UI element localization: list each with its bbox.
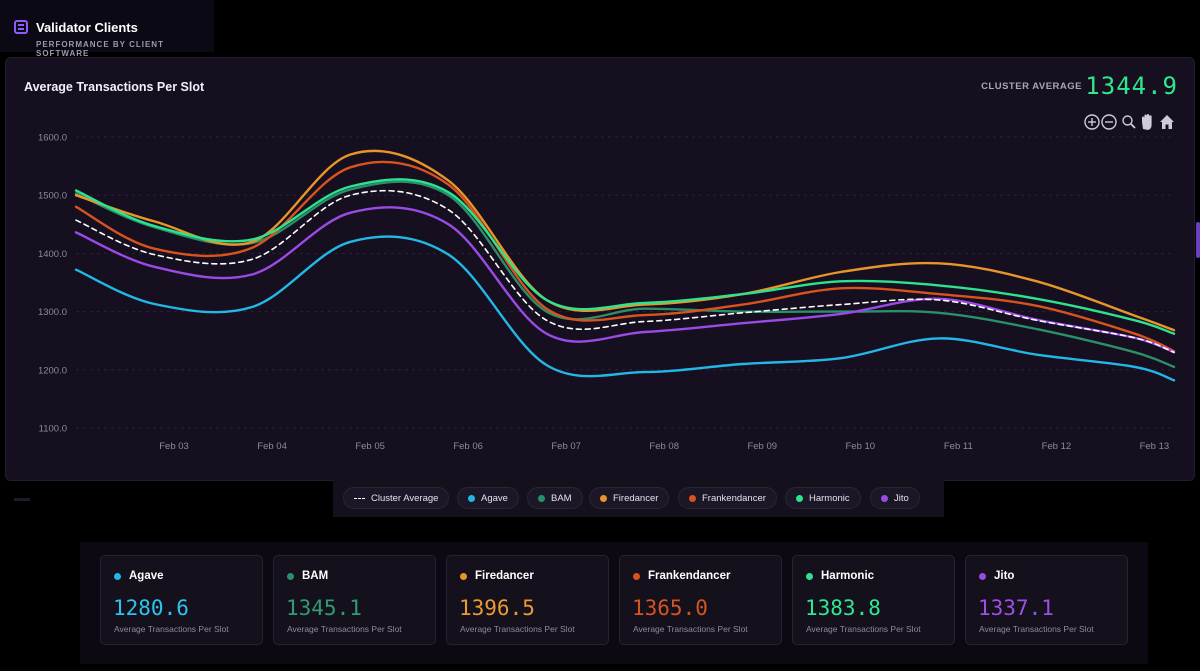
- chart-toolbar: [1079, 113, 1189, 133]
- dot-icon: [881, 494, 888, 502]
- card-value: 1280.6: [113, 596, 189, 620]
- legend-label: Cluster Average: [371, 492, 439, 504]
- card-name: Agave: [129, 570, 164, 582]
- legend-label: BAM: [551, 492, 572, 504]
- card-value: 1396.5: [459, 596, 535, 620]
- x-tick-label: Feb 06: [453, 441, 483, 452]
- dot-icon: [979, 573, 986, 580]
- y-tick-label: 1600.0: [38, 133, 67, 144]
- chart-panel: 1100.0 1200.0 1300.0 1400.0 1500.0 1600.0 Feb …: [5, 57, 1195, 481]
- dot-icon: [460, 573, 467, 580]
- client-card-bam: BAM 1345.1 Average Transactions Per Slot: [273, 555, 436, 645]
- dot-icon: [806, 573, 813, 580]
- page-subtitle: PERFORMANCE BY CLIENT SOFTWARE: [36, 40, 164, 58]
- client-card-jito: Jito 1337.1 Average Transactions Per Slo…: [965, 555, 1128, 645]
- dashed-line-icon: [354, 497, 365, 499]
- page-header: Validator Clients PERFORMANCE BY CLIENT …: [0, 0, 214, 58]
- legend-label: Firedancer: [613, 492, 659, 504]
- series-line-cluster-average: [75, 189, 1175, 354]
- client-summary-cards: Agave 1280.6 Average Transactions Per Sl…: [80, 542, 1148, 664]
- card-value: 1365.0: [632, 596, 708, 620]
- y-tick-label: 1200.0: [38, 365, 67, 376]
- dot-icon: [287, 573, 294, 580]
- y-tick-label: 1400.0: [38, 249, 67, 260]
- series-line-harmonic: [74, 178, 1176, 335]
- zoom-out-icon[interactable]: [1100, 113, 1118, 131]
- card-name: Harmonic: [821, 570, 875, 582]
- x-tick-label: Feb 08: [649, 441, 679, 452]
- zoom-in-icon[interactable]: [1083, 113, 1101, 131]
- chart-legend: Cluster Average Agave BAM Firedancer Fra…: [333, 479, 944, 517]
- legend-label: Harmonic: [809, 492, 850, 504]
- card-subtitle: Average Transactions Per Slot: [633, 624, 748, 634]
- card-name: Firedancer: [475, 570, 534, 582]
- card-value: 1383.8: [805, 596, 881, 620]
- series-line-agave: [74, 235, 1176, 382]
- legend-item-bam[interactable]: BAM: [527, 487, 583, 509]
- legend-label: Jito: [894, 492, 909, 504]
- side-panel-handle[interactable]: [1196, 222, 1200, 258]
- page-title: Validator Clients: [36, 20, 138, 35]
- card-subtitle: Average Transactions Per Slot: [979, 624, 1094, 634]
- y-tick-label: 1500.0: [38, 191, 67, 202]
- dot-icon: [796, 494, 803, 502]
- legend-item-frankendancer[interactable]: Frankendancer: [678, 487, 777, 509]
- x-tick-label: Feb 03: [159, 441, 189, 452]
- card-subtitle: Average Transactions Per Slot: [114, 624, 229, 634]
- series-line-jito: [74, 206, 1176, 354]
- x-tick-label: Feb 09: [747, 441, 777, 452]
- card-subtitle: Average Transactions Per Slot: [460, 624, 575, 634]
- dot-icon: [468, 494, 475, 502]
- series-line-firedancer: [74, 149, 1176, 332]
- legend-item-jito[interactable]: Jito: [870, 487, 920, 509]
- magnify-icon[interactable]: [1120, 113, 1138, 131]
- chart-title: Average Transactions Per Slot: [24, 80, 205, 94]
- card-subtitle: Average Transactions Per Slot: [287, 624, 402, 634]
- client-card-firedancer: Firedancer 1396.5 Average Transactions P…: [446, 555, 609, 645]
- card-name: Jito: [994, 570, 1015, 582]
- series-line-frankendancer: [74, 160, 1176, 353]
- legend-label: Frankendancer: [702, 492, 766, 504]
- dot-icon: [114, 573, 121, 580]
- dashboard-icon: [14, 20, 28, 34]
- dot-icon: [633, 573, 640, 580]
- client-card-harmonic: Harmonic 1383.8 Average Transactions Per…: [792, 555, 955, 645]
- client-card-agave: Agave 1280.6 Average Transactions Per Sl…: [100, 555, 263, 645]
- x-tick-label: Feb 10: [845, 441, 875, 452]
- y-tick-label: 1100.0: [39, 424, 67, 435]
- card-name: BAM: [302, 570, 329, 582]
- x-tick-label: Feb 13: [1140, 441, 1170, 452]
- line-chart[interactable]: 1100.0 1200.0 1300.0 1400.0 1500.0 1600.0 Feb …: [6, 58, 1194, 480]
- legend-item-harmonic[interactable]: Harmonic: [785, 487, 861, 509]
- legend-item-firedancer[interactable]: Firedancer: [589, 487, 670, 509]
- cluster-average-label: CLUSTER AVERAGE: [981, 81, 1082, 92]
- y-tick-label: 1300.0: [38, 307, 67, 318]
- pan-hand-icon[interactable]: [1138, 113, 1156, 131]
- legend-item-agave[interactable]: Agave: [457, 487, 519, 509]
- dot-icon: [600, 494, 607, 502]
- x-tick-label: Feb 07: [551, 441, 581, 452]
- cluster-average-value: 1344.9: [1085, 72, 1178, 100]
- client-card-frankendancer: Frankendancer 1365.0 Average Transaction…: [619, 555, 782, 645]
- x-tick-label: Feb 05: [355, 441, 385, 452]
- legend-item-cluster-average[interactable]: Cluster Average: [343, 487, 450, 509]
- card-value: 1337.1: [978, 596, 1054, 620]
- x-tick-label: Feb 04: [257, 441, 287, 452]
- legend-label: Agave: [481, 492, 508, 504]
- x-tick-label: Feb 11: [944, 441, 973, 452]
- x-tick-label: Feb 12: [1042, 441, 1072, 452]
- dot-icon: [689, 494, 696, 502]
- card-subtitle: Average Transactions Per Slot: [806, 624, 921, 634]
- divider: [14, 498, 30, 501]
- card-value: 1345.1: [286, 596, 362, 620]
- card-name: Frankendancer: [648, 570, 731, 582]
- home-icon[interactable]: [1158, 113, 1176, 131]
- dot-icon: [538, 494, 545, 502]
